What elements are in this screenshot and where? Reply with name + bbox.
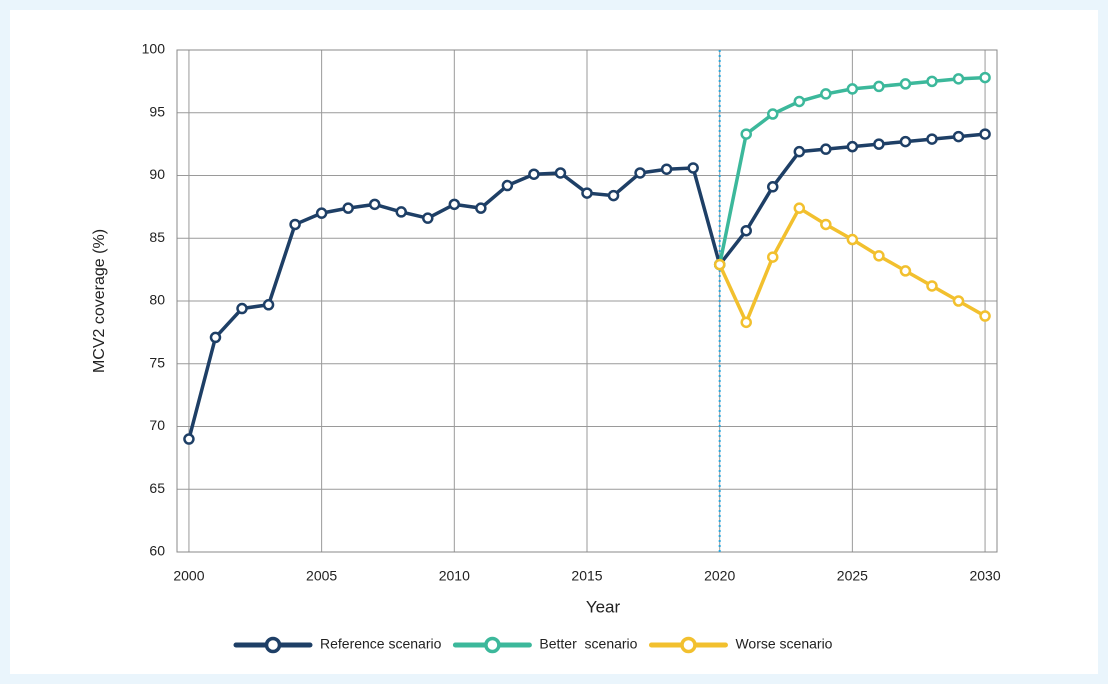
point: [740, 224, 752, 237]
x-tick-label: 2010: [439, 568, 470, 584]
point: [846, 140, 859, 153]
point: [793, 202, 806, 214]
point: [395, 206, 407, 218]
point: [740, 128, 752, 140]
point: [820, 143, 832, 155]
legend-marker: [484, 636, 501, 654]
legend-label: Better scenario: [539, 636, 637, 652]
legend-label: Worse scenario: [735, 636, 832, 652]
point: [979, 128, 991, 140]
point: [793, 145, 806, 158]
point: [368, 198, 381, 211]
y-tick-label: 65: [149, 480, 165, 496]
y-axis-label: MCV2 coverage (%): [91, 229, 108, 373]
y-tick-label: 75: [149, 354, 165, 370]
point: [448, 198, 461, 211]
y-tick-label: 85: [149, 229, 165, 245]
point: [660, 163, 673, 175]
point: [289, 218, 301, 231]
point: [926, 280, 938, 292]
point: [979, 71, 991, 84]
y-tick-label: 95: [149, 103, 165, 119]
point: [607, 189, 620, 202]
x-tick-label: 2020: [704, 568, 735, 584]
point: [873, 250, 885, 262]
legend-marker: [680, 636, 697, 654]
point: [952, 295, 965, 307]
point: [767, 108, 779, 120]
point: [952, 130, 965, 143]
y-tick-label: 80: [149, 292, 165, 308]
plot-border: [176, 49, 998, 553]
point: [183, 433, 195, 445]
point: [767, 181, 779, 193]
point: [740, 316, 752, 329]
x-tick-label: 2005: [306, 568, 337, 584]
point: [501, 179, 514, 192]
point: [262, 299, 275, 311]
point: [767, 251, 779, 263]
point: [634, 167, 646, 179]
point: [554, 167, 567, 179]
point: [846, 83, 859, 95]
x-tick-label: 2025: [837, 568, 868, 584]
point: [952, 73, 965, 85]
x-tick-label: 2015: [571, 568, 602, 584]
legend-label: Reference scenario: [320, 636, 442, 652]
y-tick-label: 100: [142, 41, 166, 57]
point: [846, 233, 859, 246]
point: [687, 162, 699, 174]
legend-marker: [264, 636, 282, 654]
point: [979, 310, 991, 322]
point: [873, 138, 885, 150]
point: [315, 207, 328, 219]
point: [926, 133, 938, 145]
y-tick-label: 70: [149, 417, 165, 433]
point: [899, 265, 912, 277]
point: [342, 202, 354, 214]
point: [926, 75, 938, 88]
point: [713, 258, 726, 271]
y-tick-label: 90: [149, 166, 165, 182]
point: [899, 78, 912, 90]
x-tick-label: 2000: [173, 568, 204, 584]
point: [209, 331, 222, 344]
x-axis-label: Year: [586, 597, 621, 616]
point: [793, 95, 806, 108]
point: [422, 212, 434, 224]
point: [236, 302, 248, 315]
x-tick-label: 2030: [969, 568, 1000, 584]
point: [475, 202, 487, 214]
y-tick-label: 60: [149, 543, 165, 559]
point: [899, 135, 912, 148]
point: [820, 88, 832, 100]
point: [873, 80, 885, 93]
point: [581, 187, 593, 199]
point: [820, 218, 832, 231]
panel: [10, 10, 1098, 674]
point: [528, 168, 540, 180]
